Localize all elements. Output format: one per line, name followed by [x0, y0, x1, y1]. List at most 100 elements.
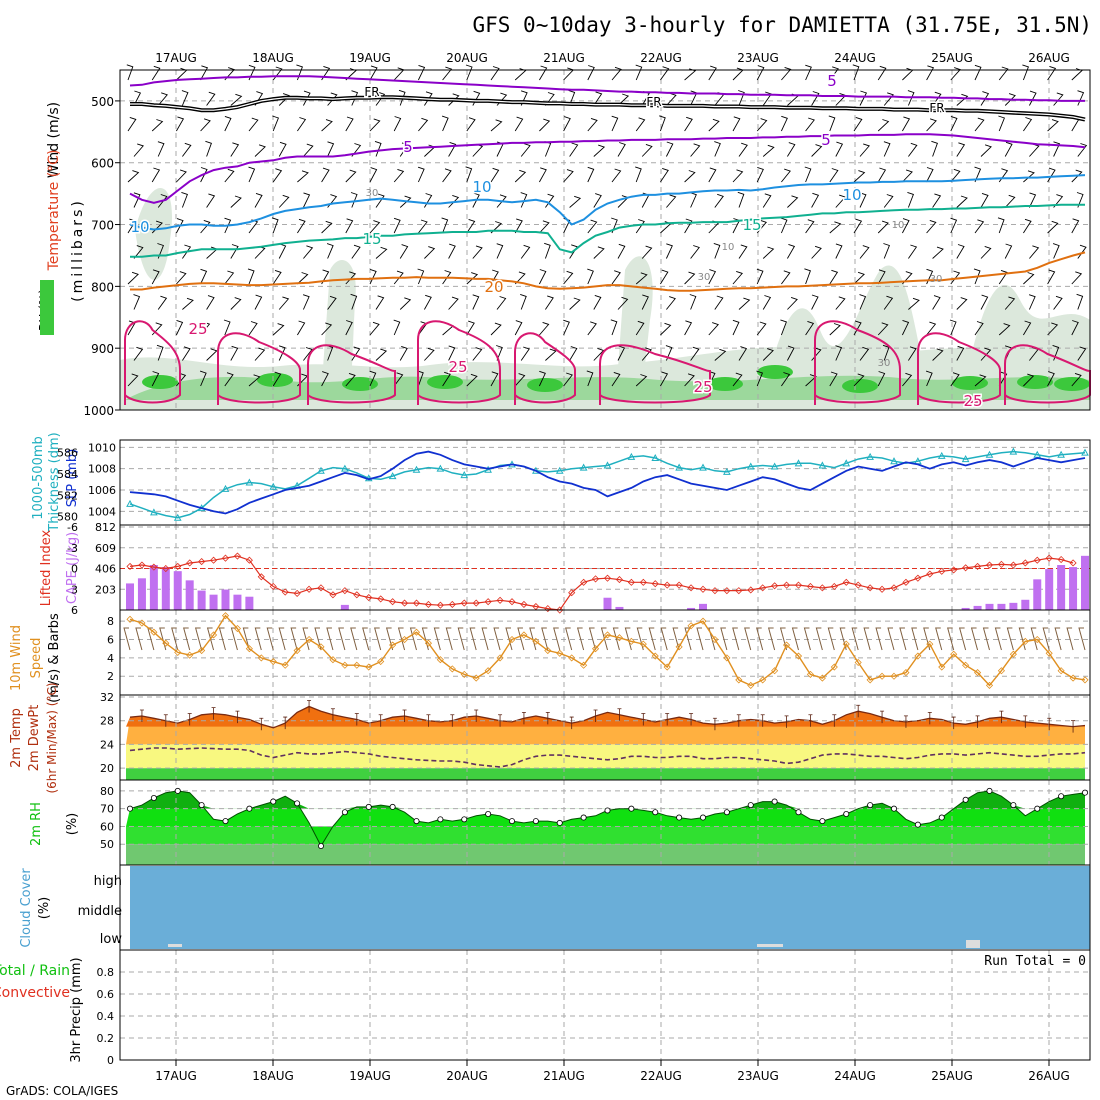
upper-wind-barb-158 [1053, 141, 1061, 157]
wind-speed-marker-75 [1021, 637, 1029, 645]
temp-band-green [126, 768, 1085, 780]
li-marker-61 [854, 581, 862, 589]
wind-barb-59 [827, 627, 835, 651]
temp-errorbar-57 [808, 714, 813, 727]
upper-wind-barb-99 [587, 117, 598, 132]
upper-wind-barb-381 [641, 294, 649, 310]
wind-barb-21 [374, 627, 382, 651]
upper-wind-barb-345 [732, 270, 743, 285]
wind-barb-65 [899, 627, 907, 651]
upper-wind-barb-404 [223, 319, 231, 336]
upper-wind-barb-114 [950, 115, 958, 132]
li-marker-5 [186, 559, 194, 567]
wind-speed-marker-54 [771, 667, 779, 675]
upper-wind-barb-384 [714, 295, 724, 310]
date-label-bottom-8: 25AUG [931, 1069, 973, 1083]
upper-wind-barb-182 [660, 167, 669, 183]
upper-wind-barb-12 [417, 64, 426, 81]
wind-barb-5 [183, 627, 191, 651]
rh2m-tick-label-3: 50 [100, 838, 114, 851]
upper-wind-barb-46 [278, 93, 290, 106]
upper-wind-barb-84 [224, 115, 232, 132]
wind10m-label-2: Speed [29, 638, 44, 679]
upper-wind-barb-137 [544, 141, 552, 157]
rh2m-marker-62 [867, 802, 874, 809]
upper-wind-barb-363 [206, 295, 215, 310]
upper-wind-barb-261 [635, 219, 645, 234]
contour-label-5: 5 [821, 131, 831, 149]
upper-wind-barb-481 [151, 371, 160, 387]
wind-barb-57 [803, 627, 811, 651]
temp-tick-label-0: 32 [100, 691, 114, 704]
upper-wind-barb-50 [375, 91, 386, 106]
wind-speed-marker-77 [1045, 649, 1053, 657]
rh2m-marker-60 [843, 811, 850, 818]
upper-wind-barb-215 [496, 194, 507, 208]
thickness-marker-10 [245, 478, 254, 486]
wind10m-label-1: 10m Wind [9, 625, 24, 691]
slp-tick-label-1: 1008 [88, 463, 116, 476]
wind-speed-line [129, 614, 1086, 687]
upper-wind-barb-180 [611, 168, 622, 183]
rh2m-tick-label-1: 70 [100, 803, 114, 816]
rh2m-marker-74 [1010, 802, 1017, 809]
wind-speed-marker-49 [711, 635, 719, 644]
upper-wind-barb-472 [908, 346, 917, 361]
upper-wind-barb-98 [563, 116, 571, 132]
upper-wind-barb-89 [345, 116, 354, 132]
thickness-marker-30 [484, 465, 492, 473]
upper-wind-barb-474 [956, 345, 965, 361]
upper-wind-barb-197 [1023, 170, 1035, 183]
rh2m-marker-2 [150, 795, 157, 802]
rh-shade-core-10 [1054, 377, 1090, 391]
upper-air-panel-frame [119, 69, 1091, 411]
upper-wind-barb-81 [151, 119, 164, 132]
thickness-marker-72 [985, 450, 994, 458]
wind-barb-73 [994, 627, 1002, 651]
upper-wind-barb-250 [369, 220, 381, 234]
wind-barb-62 [863, 627, 871, 651]
li-line [129, 555, 1074, 611]
upper-wind-barb-467 [787, 345, 795, 361]
rh2m-label-2: (%) [65, 813, 80, 836]
upper-wind-barb-118 [1047, 119, 1059, 132]
upper-wind-barb-509 [829, 371, 838, 387]
upper-wind-barb-174 [465, 166, 473, 183]
wind-barb-7 [206, 627, 215, 651]
li-marker-78 [1057, 555, 1065, 564]
wind-barb-70 [958, 627, 967, 651]
thickness-marker-58 [818, 461, 827, 469]
upper-wind-barb-395 [980, 294, 989, 310]
upper-wind-barb-454 [472, 347, 483, 361]
upper-wind-barb-125 [254, 144, 266, 157]
contour-label-12: 25 [188, 320, 207, 338]
upper-wind-barb-323 [200, 268, 208, 285]
cloud-low-gap-2 [757, 944, 783, 947]
thickness-marker-28 [460, 471, 469, 479]
date-label-bottom-6: 23AUG [737, 1069, 779, 1083]
upper-wind-barb-435 [974, 321, 984, 336]
upper-wind-barb-296 [520, 244, 531, 259]
upper-wind-barb-231 [883, 194, 894, 208]
upper-wind-barb-294 [472, 245, 483, 259]
upper-wind-barb-201 [157, 194, 168, 208]
cape-bar-77 [1045, 569, 1054, 610]
upper-wind-barb-95 [490, 119, 503, 132]
isotherm-25-loop-8 [1004, 344, 1091, 405]
upper-wind-barb-305 [738, 244, 748, 259]
wind-speed-marker-12 [269, 657, 277, 666]
temp-errorbar-49 [712, 717, 717, 731]
isotherm-20-line [130, 251, 1086, 292]
date-label-bottom-4: 21AUG [543, 1069, 585, 1083]
wind-tick-label-0: 8 [107, 615, 114, 628]
rh-shade-core-8 [952, 376, 988, 390]
upper-wind-barb-355 [973, 268, 981, 285]
upper-wind-barb-515 [974, 374, 987, 387]
upper-wind-barb-134 [472, 143, 484, 157]
upper-wind-barb-219 [593, 193, 602, 208]
wind-speed-marker-62 [866, 676, 874, 684]
wind-barb-40 [600, 627, 608, 651]
cape-bar-41 [615, 606, 624, 610]
wind-speed-marker-47 [687, 622, 695, 630]
upper-wind-barb-301 [641, 245, 653, 259]
